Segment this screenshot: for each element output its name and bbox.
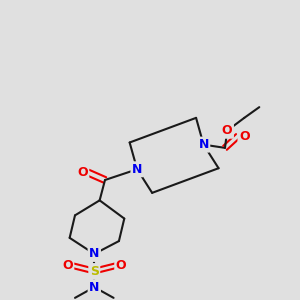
Text: O: O	[116, 259, 126, 272]
Text: N: N	[198, 138, 209, 151]
Text: O: O	[77, 166, 88, 179]
Text: N: N	[132, 163, 142, 176]
Text: N: N	[89, 280, 100, 294]
Text: N: N	[89, 248, 100, 260]
Text: O: O	[222, 124, 232, 137]
Text: S: S	[90, 265, 99, 278]
Text: O: O	[62, 259, 73, 272]
Text: O: O	[239, 130, 250, 142]
